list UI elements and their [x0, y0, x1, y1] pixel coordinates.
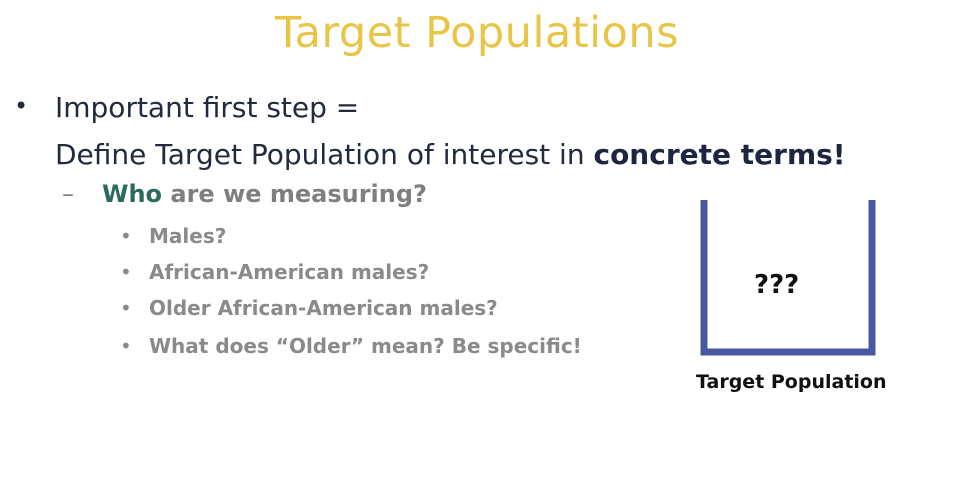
sub-bullet-icon: • — [120, 224, 132, 248]
example-text: What does “Older” mean? Be specific! — [149, 334, 582, 358]
dash-icon: – — [62, 180, 74, 208]
diagram-caption: Target Population — [696, 371, 887, 393]
sub-bullet-icon: • — [120, 296, 132, 320]
main-point-text: Define Target Population of interest in — [55, 138, 594, 171]
bucket-outline — [700, 200, 876, 356]
population-container — [700, 200, 876, 356]
example-text: African-American males? — [149, 260, 430, 284]
slide-title: Target Populations — [274, 8, 680, 58]
sub-bullet-icon: • — [120, 260, 132, 284]
main-point-emphasis: concrete terms! — [593, 138, 846, 171]
example-text: Older African-American males? — [149, 296, 498, 320]
example-item: • African-American males? — [120, 260, 429, 284]
example-item: • What does “Older” mean? Be specific! — [120, 334, 582, 358]
main-point-line1: Important first step = — [55, 91, 360, 124]
sub-point: – Who are we measuring? — [62, 180, 427, 208]
sub-point-emphasis: Who — [102, 180, 163, 208]
sub-bullet-icon: • — [120, 334, 132, 358]
bullet-icon: • — [14, 92, 29, 120]
sub-point-text: are we measuring? — [162, 180, 427, 208]
unknown-population-label: ??? — [754, 270, 800, 300]
example-item: • Older African-American males? — [120, 296, 498, 320]
main-point-line2: Define Target Population of interest in … — [55, 138, 846, 171]
example-text: Males? — [149, 224, 227, 248]
example-item: • Males? — [120, 224, 226, 248]
